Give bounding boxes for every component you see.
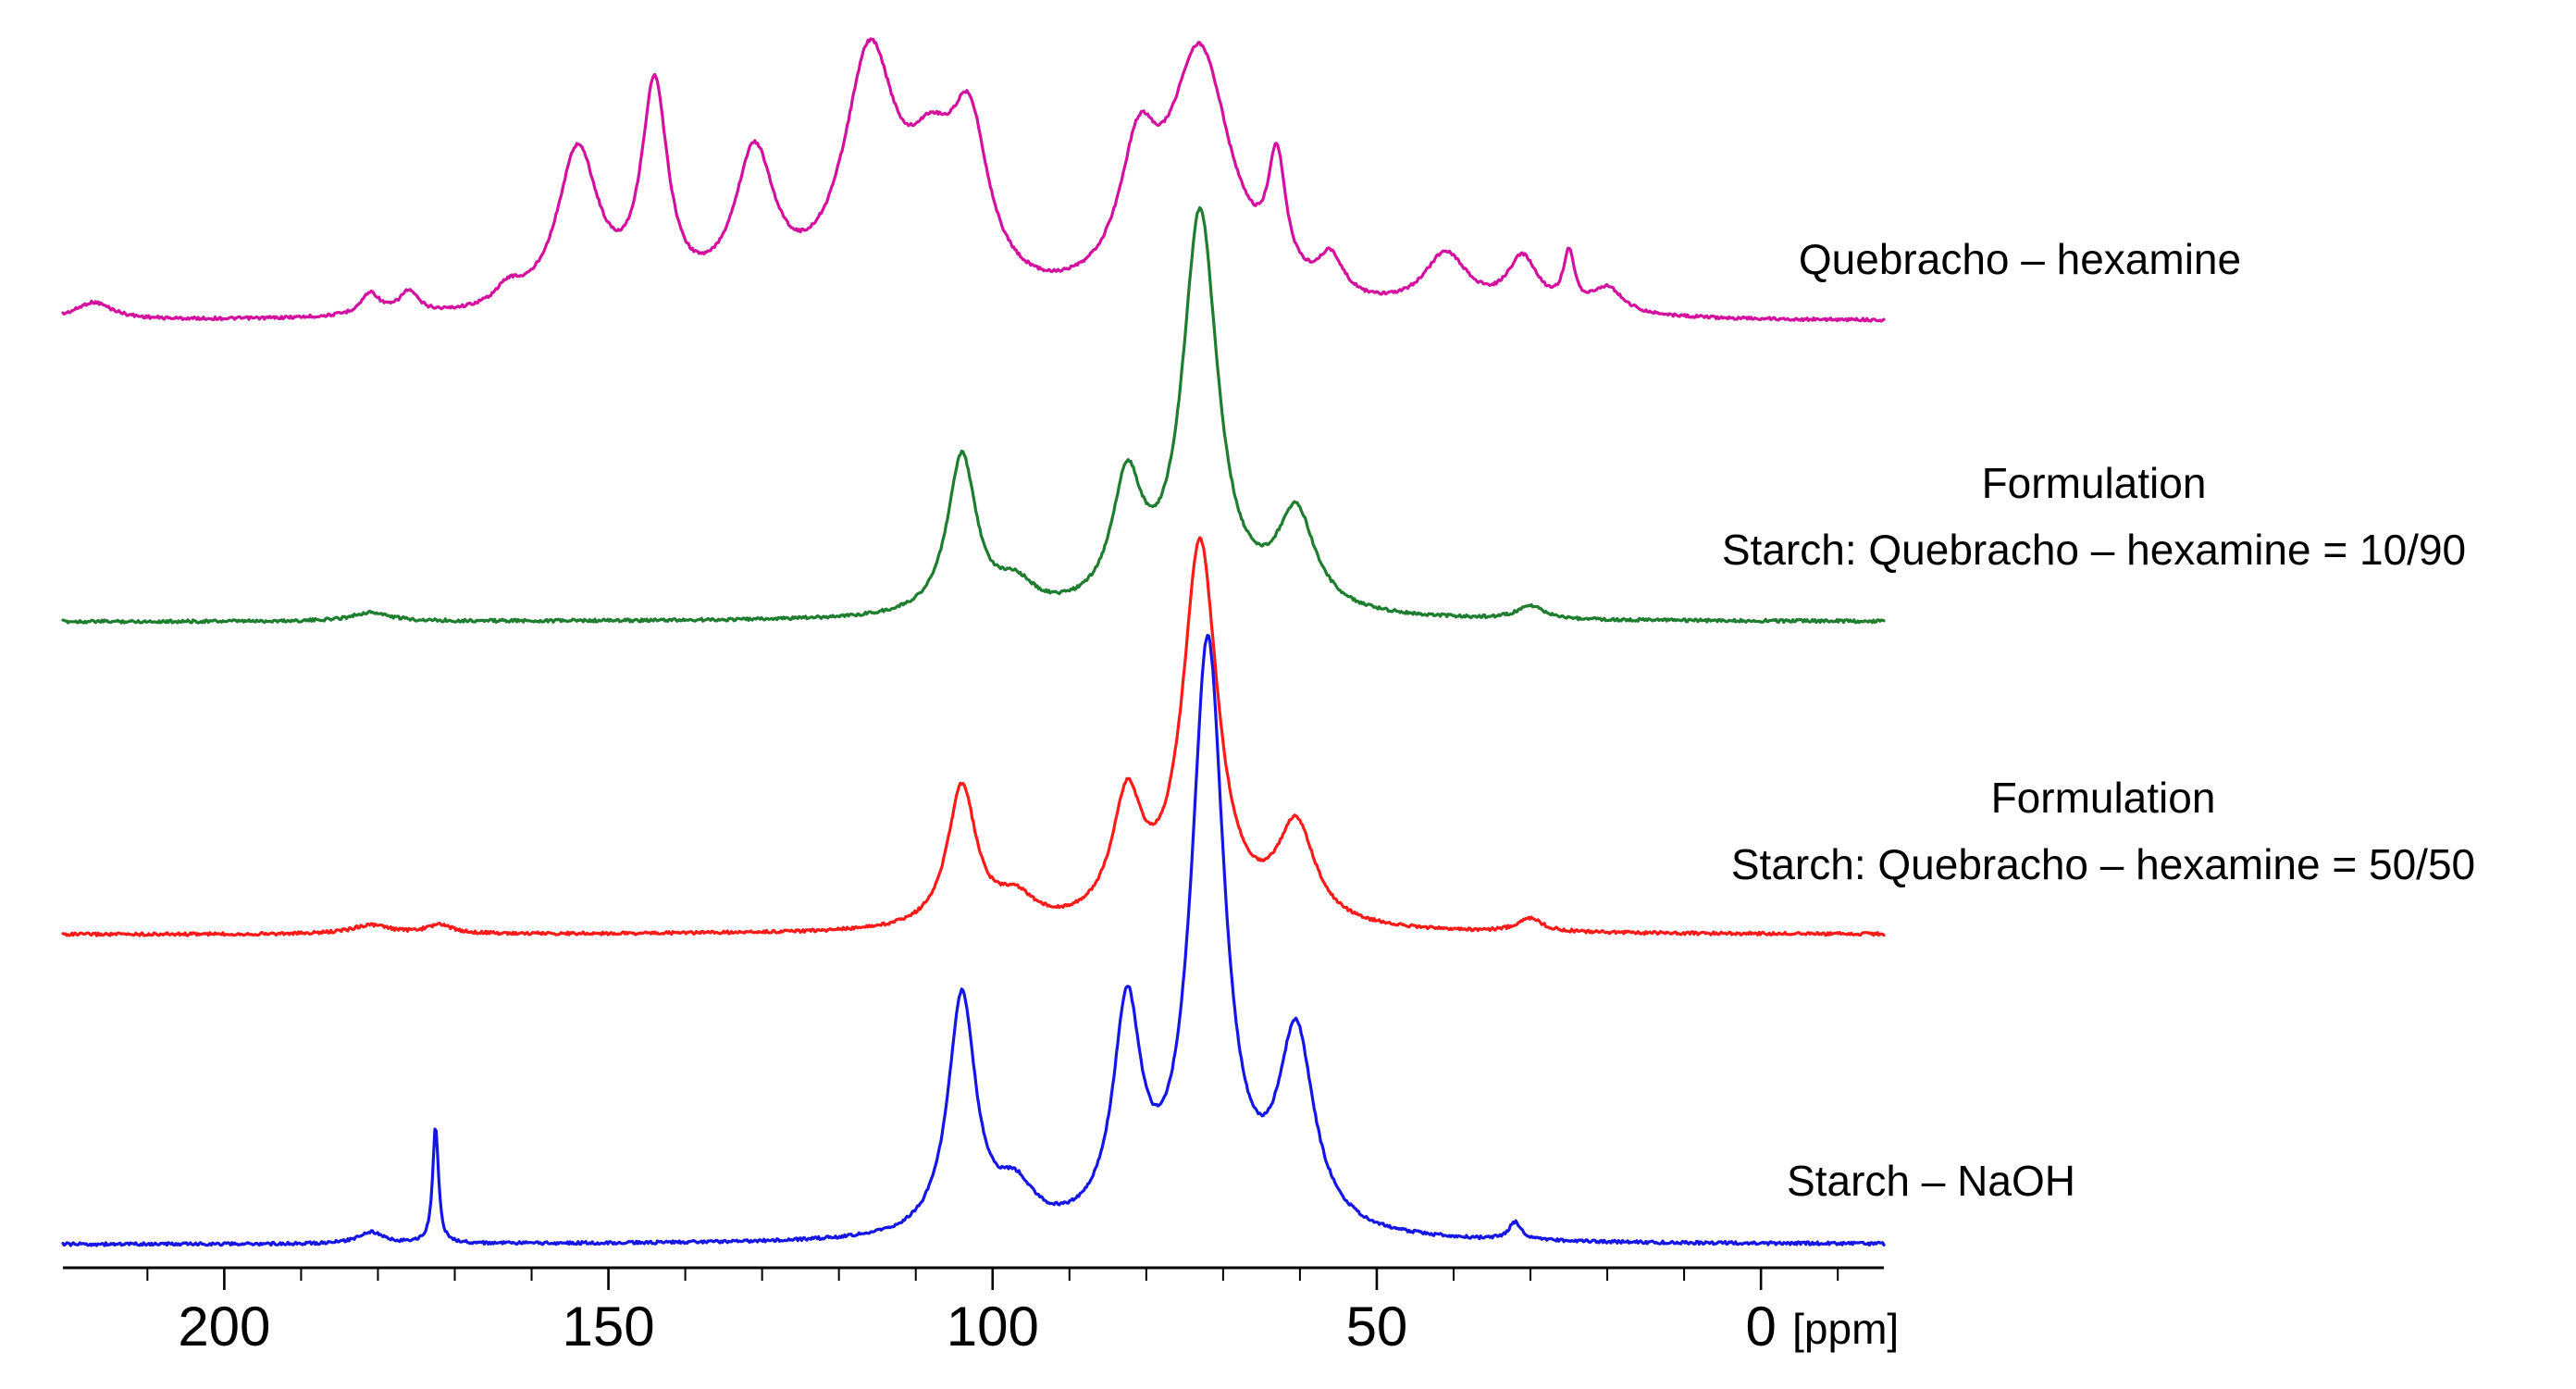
spectrum-line-1 [61,37,1886,323]
spectrum-line-3 [61,536,1886,937]
x-tick-label: 150 [563,1296,655,1358]
spectrum-label-2-line-1: Formulation [1982,459,2207,507]
x-tick-label: 50 [1346,1296,1408,1358]
x-tick-label: 200 [178,1296,270,1358]
spectrum-label-4-line-1: Starch – NaOH [1787,1157,2075,1205]
spectrum-label-2-line-2: Starch: Quebracho – hexamine = 10/90 [1722,526,2466,574]
x-tick-label: 100 [947,1296,1039,1358]
x-axis-unit-label: [ppm] [1792,1305,1899,1353]
spectrum-line-4 [61,634,1886,1247]
spectrum-label-3-line-2: Starch: Quebracho – hexamine = 50/50 [1731,840,2475,888]
spectra-layer [61,37,1886,1247]
x-tick-label: 0 [1745,1296,1776,1358]
spectrum-line-2 [61,205,1886,625]
x-axis: [ppm] 200 150 100 50 0 [63,1266,1899,1358]
spectrum-label-1-line-1: Quebracho – hexamine [1799,235,2241,283]
spectrum-label-3-line-1: Formulation [1991,774,2216,822]
spectrum-labels: Quebracho – hexamine Formulation Starch: Q… [1722,235,2475,1205]
